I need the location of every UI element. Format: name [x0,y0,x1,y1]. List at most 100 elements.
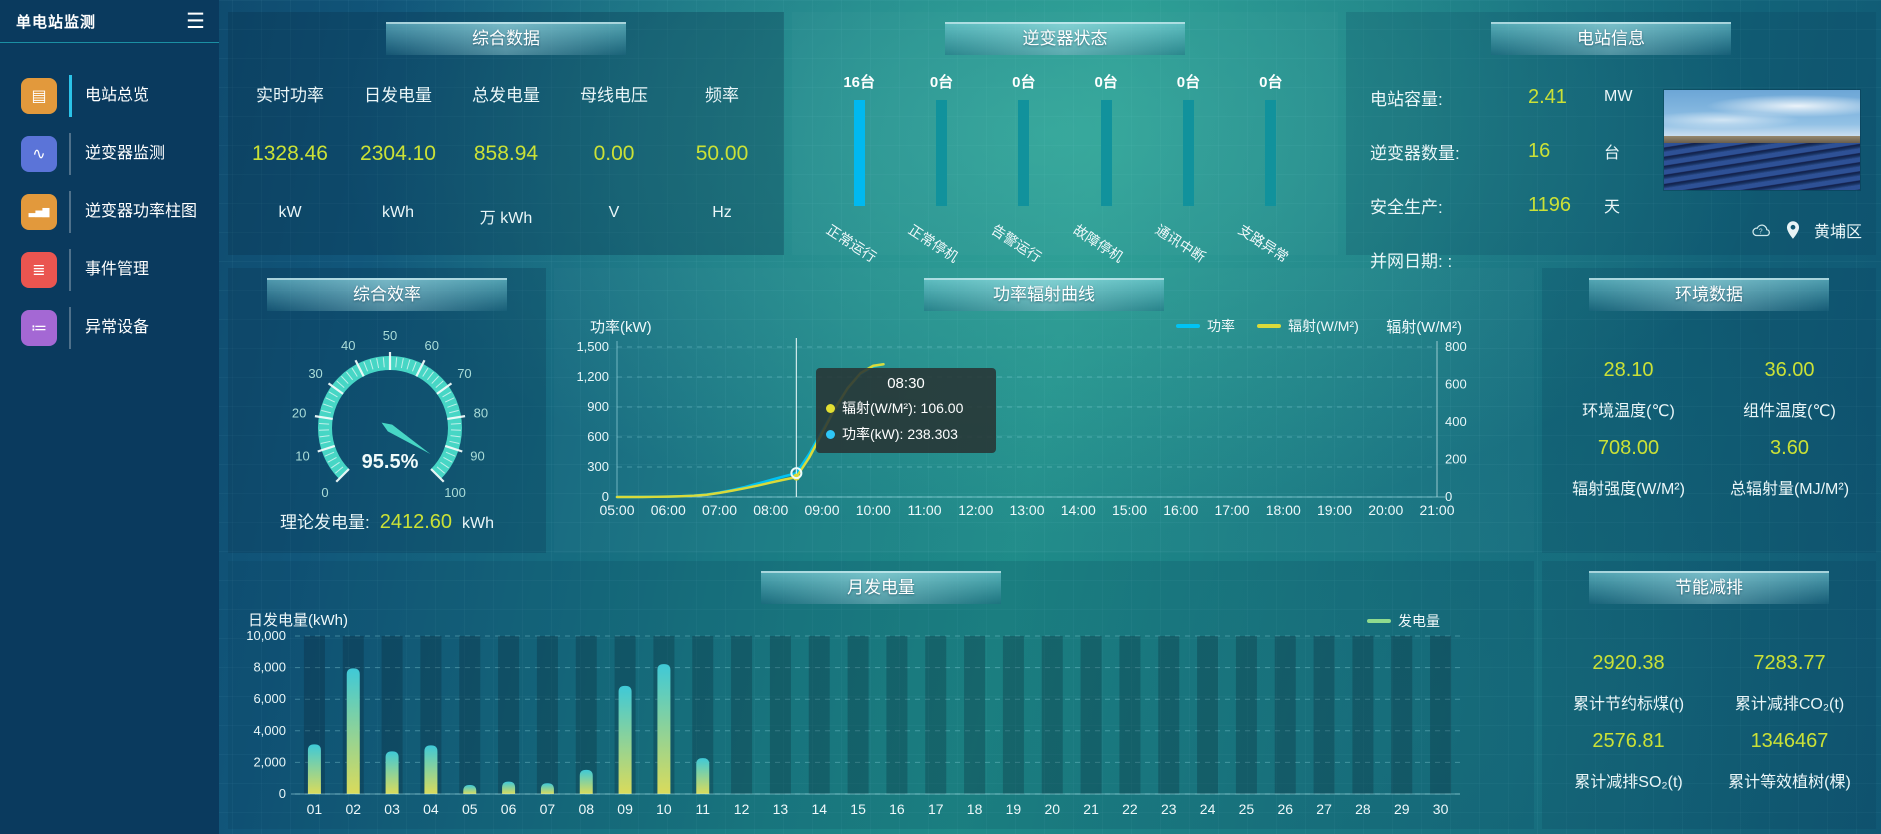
sidebar-item-3[interactable]: ≣ 事件管理 [0,241,219,299]
inverter-count: 16台 [843,74,875,91]
svg-text:0: 0 [321,485,328,500]
sidebar-item-label: 逆变器功率柱图 [69,191,197,233]
efficiency-gauge: 0 10 20 30 40 50 60 70 80 90 100 95.5% [292,328,488,500]
chart-tooltip: 08:30 辐射(W/M²): 106.00 功率(kW): 238.303 [816,368,996,453]
tooltip-row-0: 辐射(W/M²): 106.00 [826,398,986,418]
svg-text:70: 70 [457,366,471,381]
svg-text:05: 05 [462,801,478,817]
tooltip-time: 08:30 [887,375,925,392]
sidebar-item-label: 电站总览 [69,75,149,117]
svg-text:22: 22 [1122,801,1138,817]
svg-text:06:00: 06:00 [651,502,686,518]
svg-text:14: 14 [811,801,827,817]
panel-efficiency-title: 综合效率 [267,278,507,311]
inverter-status-3: 0台 故障停机 [1065,71,1147,265]
legend-swatch [1176,324,1200,328]
svg-text:02: 02 [345,801,361,817]
inverter-label: 告警运行 [988,221,1045,266]
station-row-value: 2.41 [1528,85,1567,108]
saving-cell-1: 7283.77 累计减排CO₂(t) [1709,652,1870,714]
svg-text:0: 0 [1445,489,1452,504]
weather-cloud-icon: ? [1752,224,1770,237]
station-row-0: 电站容量: 2.41 MW [1370,70,1666,124]
sidebar-item-1[interactable]: ∿ 逆变器监测 [0,125,219,183]
svg-text:30: 30 [308,366,322,381]
svg-text:13:00: 13:00 [1009,502,1044,518]
legend-item-1[interactable]: 辐射(W/M²) [1257,316,1359,336]
sidebar-item-0[interactable]: ▤ 电站总览 [0,67,219,125]
cell-value: 2920.38 [1592,652,1665,674]
inverter-status-2: 0台告警运行 [983,71,1065,265]
metric-value: 50.00 [695,142,749,165]
svg-text:300: 300 [587,459,609,474]
station-row-unit: 天 [1604,199,1621,216]
inverter-count: 0台 [1012,74,1036,91]
legend-label: 功率 [1207,318,1235,334]
theory-energy-row: 理论发电量: 2412.60 kWh [228,508,546,534]
svg-text:27: 27 [1316,801,1332,817]
svg-text:1,500: 1,500 [576,339,609,354]
svg-text:200: 200 [1445,452,1467,467]
svg-text:10,000: 10,000 [246,628,286,643]
summary-metric-2: 总发电量 858.94 万 kWh [452,81,560,228]
svg-text:100: 100 [444,485,466,500]
svg-text:10:00: 10:00 [856,502,891,518]
inverter-count: 0台 [1094,74,1118,91]
svg-text:10: 10 [656,801,672,817]
panel-environment: 环境数据 28.10 环境温度(℃) 36.00 组件温度(℃) 708.00 辐射强度(… [1542,268,1876,553]
saving-cell-0: 2920.38 累计节约标煤(t) [1548,652,1709,714]
svg-text:12:00: 12:00 [958,502,993,518]
summary-metric-4: 频率 50.00 Hz [668,81,776,228]
panel-inverter-status: 逆变器状态 16台 正常运行 0台 正常停机 0台 告警运行 0台 故障停机 0台 通讯中断 0台支… [792,12,1338,265]
sidebar-item-2[interactable]: ▃▅▇ 逆变器功率柱图 [0,183,219,241]
metric-label: 实时功率 [256,86,324,105]
svg-text:90: 90 [470,448,484,463]
svg-text:20: 20 [1044,801,1060,817]
svg-text:25: 25 [1239,801,1255,817]
app-title: 单电站监测 [16,13,97,31]
svg-text:16: 16 [889,801,905,817]
sidebar-header: 单电站监测 ☰ [0,0,219,43]
svg-text:08: 08 [578,801,594,817]
photo-mountains [1664,136,1860,143]
panel-saving: 节能减排 2920.38 累计节约标煤(t) 7283.77 累计减排CO₂(t) 25… [1542,561,1876,829]
inverter-bar [1265,100,1277,206]
bar-legend-swatch [1367,619,1391,623]
metric-label: 频率 [705,86,739,105]
sidebar-item-icon-1: ∿ [21,136,57,172]
svg-text:900: 900 [587,399,609,414]
svg-text:04: 04 [423,801,439,817]
sidebar-item-4[interactable]: ≔ 异常设备 [0,299,219,357]
inverter-count: 0台 [929,74,954,91]
station-footer: ? 黄埔区 [1346,218,1862,242]
station-location: 黄埔区 [1813,224,1862,241]
hamburger-menu-icon[interactable]: ☰ [186,9,205,33]
metric-unit: kW [278,204,302,221]
station-row-3: 并网日期: : [1370,232,1666,286]
svg-text:?: ? [1759,228,1763,235]
cell-value: 28.10 [1603,359,1654,381]
sidebar-menu: ▤ 电站总览 ∿ 逆变器监测 ▃▅▇ 逆变器功率柱图 ≣ 事件管理 ≔ 异常设备 [0,67,219,357]
cell-label: 环境温度(℃) [1582,403,1675,420]
legend-item-0[interactable]: 功率 [1176,316,1235,336]
metric-value: 858.94 [473,142,539,165]
gauge-value-label: 95.5% [362,451,419,473]
svg-text:80: 80 [474,406,488,421]
svg-text:19:00: 19:00 [1317,502,1352,518]
station-row-value: 16 [1528,139,1551,162]
environment-cell-1: 36.00 组件温度(℃) [1709,359,1870,421]
bar-legend-item-0[interactable]: 发电量 [1367,611,1440,631]
sidebar-item-label: 逆变器监测 [69,133,165,175]
svg-text:10: 10 [295,448,309,463]
location-pin-icon[interactable] [1782,219,1804,241]
svg-text:21: 21 [1083,801,1099,817]
svg-text:17: 17 [928,801,944,817]
station-row-label: 并网日期: : [1370,251,1453,271]
svg-text:40: 40 [341,338,355,353]
station-row-unit: MW [1604,88,1633,105]
inverter-count: 0台 [1176,74,1201,91]
svg-text:30: 30 [1433,801,1449,817]
summary-metric-0: 实时功率 1328.46 kW [236,81,344,228]
sidebar-item-label: 异常设备 [69,307,149,349]
